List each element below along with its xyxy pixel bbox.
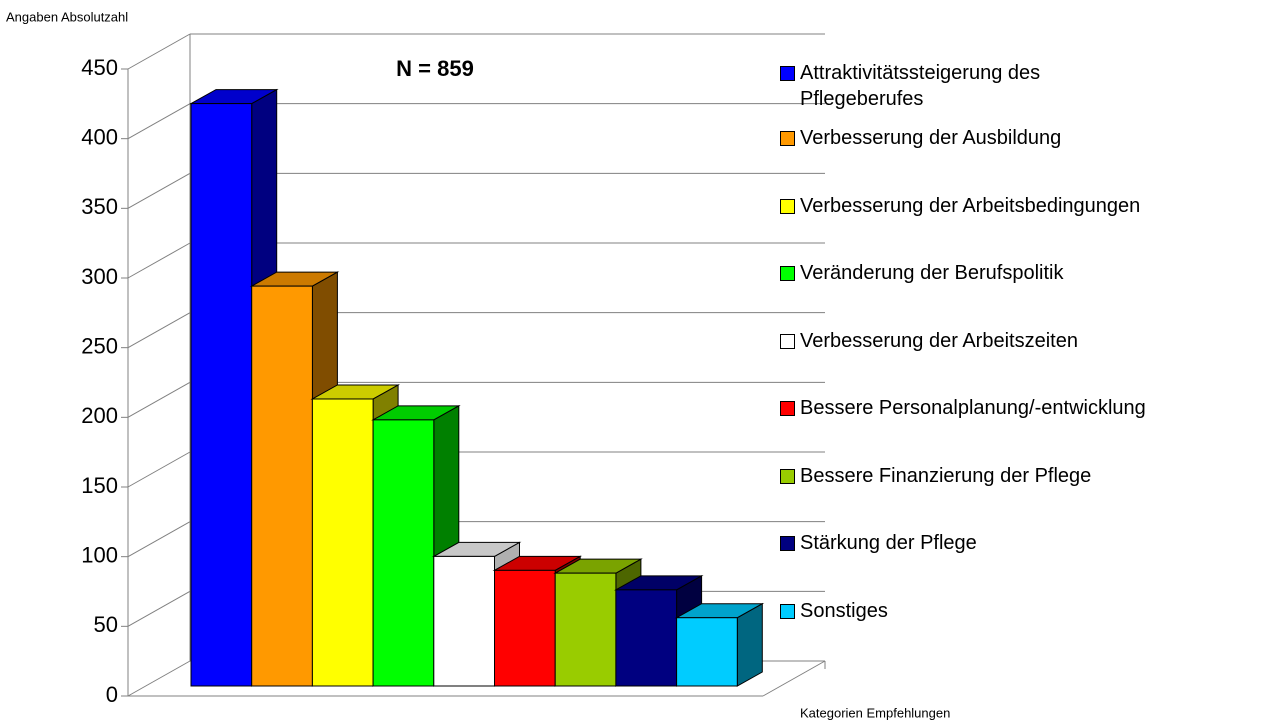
y-tick-label: 350 bbox=[81, 194, 118, 219]
legend-item: Sonstiges bbox=[780, 598, 888, 624]
grid-line bbox=[127, 103, 191, 140]
bar bbox=[372, 419, 435, 687]
legend-swatch bbox=[780, 469, 795, 484]
grid-line bbox=[127, 521, 191, 558]
chart-title: N = 859 bbox=[396, 56, 474, 81]
legend-swatch bbox=[780, 401, 795, 416]
grid-line bbox=[127, 33, 191, 70]
y-tick-label: 0 bbox=[106, 682, 118, 707]
bar bbox=[676, 617, 738, 687]
legend-label: Verbesserung der Arbeitsbedingungen bbox=[800, 195, 1141, 217]
legend-item: Verbesserung der Ausbildung bbox=[780, 125, 1061, 151]
bar bbox=[433, 555, 495, 687]
y-tick-label: 250 bbox=[81, 333, 118, 358]
grid-line bbox=[127, 381, 191, 418]
legend-swatch bbox=[780, 604, 795, 619]
grid-line bbox=[127, 660, 191, 697]
legend-label: Attraktivitätssteigerung des Pflegeberuf… bbox=[800, 62, 1041, 110]
floor-edge bbox=[762, 660, 826, 697]
grid-line bbox=[127, 590, 191, 627]
grid-line bbox=[127, 172, 191, 209]
bar bbox=[311, 398, 374, 687]
bar bbox=[615, 589, 678, 687]
grid-line bbox=[127, 312, 191, 349]
grid-line bbox=[127, 451, 191, 488]
bar bbox=[494, 569, 556, 687]
y-tick-label: 200 bbox=[81, 403, 118, 428]
legend-item: Attraktivitätssteigerung des Pflegeberuf… bbox=[780, 60, 1100, 112]
legend-item: Bessere Finanzierung der Pflege bbox=[780, 463, 1091, 489]
legend-item: Veränderung der Berufspolitik bbox=[780, 260, 1064, 286]
x-axis-label: Kategorien Empfehlungen bbox=[800, 705, 950, 720]
legend-swatch bbox=[780, 536, 795, 551]
legend-item: Bessere Personalplanung/-entwicklung bbox=[780, 395, 1146, 421]
y-axis-label: Angaben Absolutzahl bbox=[6, 9, 128, 24]
legend-label: Stärkung der Pflege bbox=[800, 532, 977, 554]
y-tick-label: 150 bbox=[81, 473, 118, 498]
legend-label: Verbesserung der Ausbildung bbox=[800, 127, 1062, 149]
bar bbox=[251, 285, 313, 687]
legend-swatch bbox=[780, 131, 795, 146]
y-tick-label: 100 bbox=[81, 542, 118, 567]
legend-label: Bessere Personalplanung/-entwicklung bbox=[800, 397, 1146, 419]
legend-label: Sonstiges bbox=[800, 600, 888, 622]
legend-label: Verbesserung der Arbeitszeiten bbox=[800, 330, 1078, 352]
legend-item: Verbesserung der Arbeitsbedingungen bbox=[780, 193, 1140, 219]
y-tick-label: 450 bbox=[81, 55, 118, 80]
legend-swatch bbox=[780, 66, 795, 81]
y-tick-label: 300 bbox=[81, 264, 118, 289]
legend-swatch bbox=[780, 334, 795, 349]
bar bbox=[190, 103, 253, 687]
legend-swatch bbox=[780, 266, 795, 281]
legend-swatch bbox=[780, 199, 795, 214]
legend-item: Verbesserung der Arbeitszeiten bbox=[780, 328, 1078, 354]
legend-label: Veränderung der Berufspolitik bbox=[800, 262, 1064, 284]
y-tick-label: 50 bbox=[94, 612, 118, 637]
legend-label: Bessere Finanzierung der Pflege bbox=[800, 465, 1092, 487]
grid-line bbox=[127, 242, 191, 279]
bar bbox=[554, 572, 617, 687]
y-tick-label: 400 bbox=[81, 124, 118, 149]
legend-item: Stärkung der Pflege bbox=[780, 530, 977, 556]
